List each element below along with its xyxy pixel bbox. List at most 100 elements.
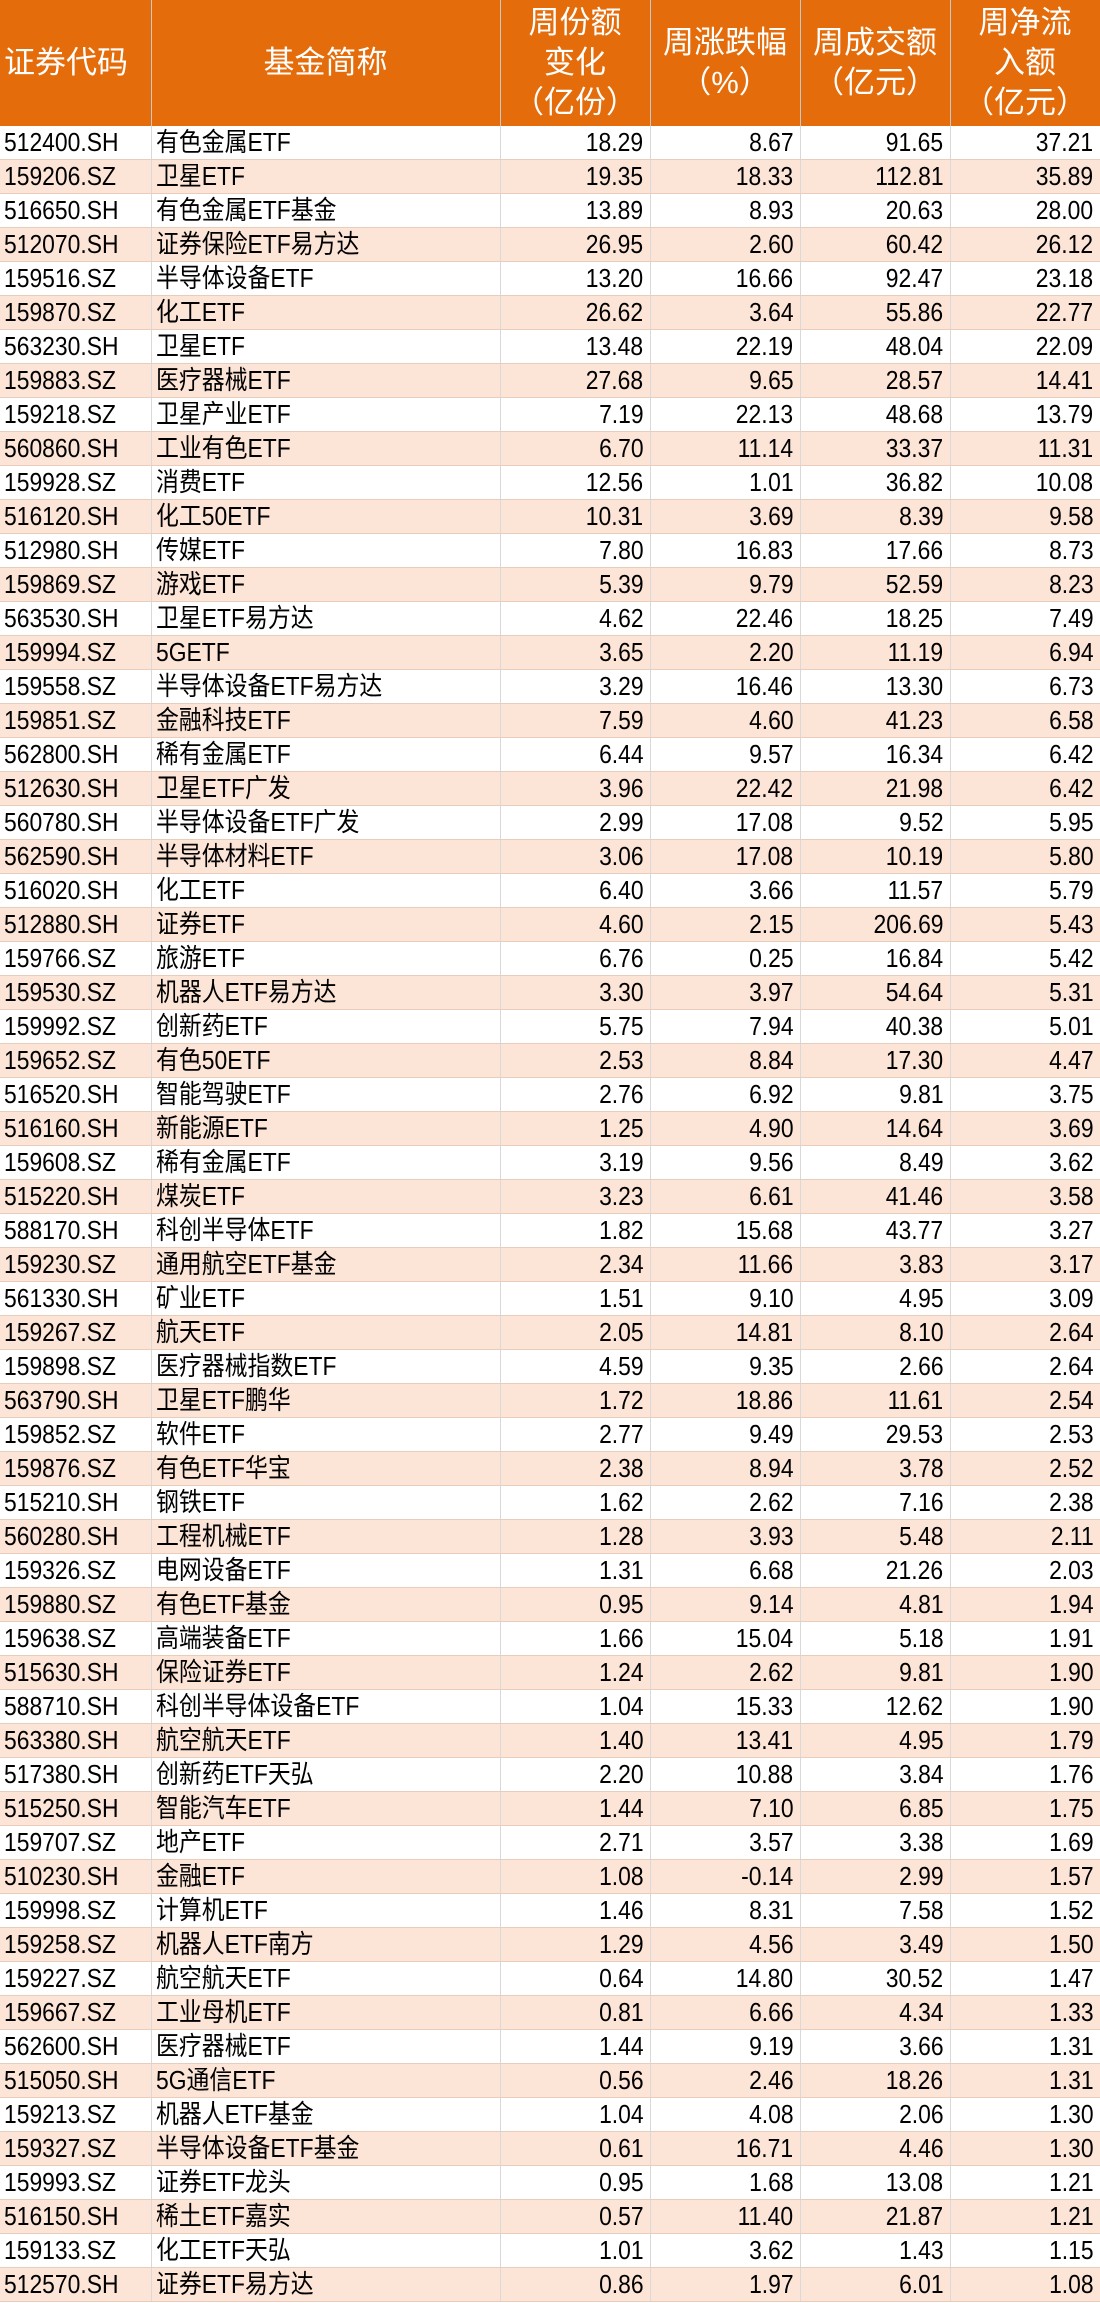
fund-name-text: 半导体设备ETF易方达 [155,671,382,701]
weekly-change-pct-text: 9.49 [748,1419,794,1449]
net-inflow-text: 2.64 [1048,1351,1094,1381]
cell-share-change: 0.95 [500,2165,651,2200]
cell-share-change: 1.51 [500,1281,651,1316]
cell-weekly-change-pct: 7.10 [650,1791,801,1826]
cell-fund-name: 地产ETF [151,1825,501,1860]
table-row: 562600.SH 医疗器械ETF 1.44 9.19 3.66 1.31 [0,2029,1100,2064]
share-change-text: 1.51 [598,1283,644,1313]
cell-weekly-turnover: 18.25 [800,601,951,636]
cell-security-code: 159852.SZ [0,1417,152,1452]
cell-fund-name: 计算机ETF [151,1893,501,1928]
cell-security-code: 516520.SH [0,1077,152,1112]
cell-security-code: 159608.SZ [0,1145,152,1180]
cell-net-inflow: 8.23 [950,567,1100,602]
security-code-text: 563530.SH [4,603,119,633]
weekly-change-pct-text: 9.57 [748,739,794,769]
weekly-change-pct-text: 16.83 [736,535,794,565]
weekly-turnover-text: 33.37 [886,433,944,463]
share-change-text: 12.56 [586,467,644,497]
cell-fund-name: 化工50ETF [151,499,501,534]
cell-share-change: 0.57 [500,2199,651,2234]
security-code-text: 159516.SZ [4,263,116,293]
share-change-text: 1.08 [598,1861,644,1891]
weekly-turnover-text: 4.81 [898,1589,944,1619]
cell-share-change: 1.40 [500,1723,651,1758]
weekly-change-pct-text: 1.68 [748,2167,794,2197]
net-inflow-text: 37.21 [1036,127,1094,157]
weekly-change-pct-text: 9.65 [748,365,794,395]
cell-weekly-turnover: 48.04 [800,329,951,364]
weekly-change-pct-text: 6.92 [748,1079,794,1109]
cell-security-code: 560280.SH [0,1519,152,1554]
cell-share-change: 18.29 [500,126,651,160]
net-inflow-text: 10.08 [1036,467,1094,497]
fund-name-text: 科创半导体ETF [155,1215,314,1245]
security-code-text: 515220.SH [4,1181,119,1211]
cell-weekly-change-pct: 13.41 [650,1723,801,1758]
weekly-change-pct-text: 3.62 [748,2235,794,2265]
cell-share-change: 1.72 [500,1383,651,1418]
table-row: 516120.SH 化工50ETF 10.31 3.69 8.39 9.58 [0,499,1100,534]
cell-share-change: 1.25 [500,1111,651,1146]
cell-security-code: 159667.SZ [0,1995,152,2030]
weekly-turnover-text: 41.23 [886,705,944,735]
table-row: 159766.SZ 旅游ETF 6.76 0.25 16.84 5.42 [0,941,1100,976]
cell-net-inflow: 22.77 [950,295,1100,330]
fund-name-text: 航天ETF [155,1317,245,1347]
fund-name-text: 5G通信ETF [155,2065,276,2095]
net-inflow-text: 3.58 [1048,1181,1094,1211]
share-change-text: 4.60 [598,909,644,939]
cell-fund-name: 稀有金属ETF [151,1145,501,1180]
cell-fund-name: 机器人ETF易方达 [151,975,501,1010]
table-row: 588170.SH 科创半导体ETF 1.82 15.68 43.77 3.27 [0,1213,1100,1248]
share-change-text: 27.68 [586,365,644,395]
security-code-text: 515050.SH [4,2065,119,2095]
cell-fund-name: 半导体设备ETF易方达 [151,669,501,704]
table-row: 159227.SZ 航空航天ETF 0.64 14.80 30.52 1.47 [0,1961,1100,1996]
security-code-text: 515250.SH [4,1793,119,1823]
net-inflow-text: 1.75 [1048,1793,1094,1823]
fund-name-text: 卫星ETF易方达 [155,603,314,633]
cell-weekly-turnover: 48.68 [800,397,951,432]
cell-weekly-change-pct: 4.60 [650,703,801,738]
cell-share-change: 4.60 [500,907,651,942]
cell-fund-name: 电网设备ETF [151,1553,501,1588]
cell-weekly-turnover: 11.19 [800,635,951,670]
security-code-text: 159652.SZ [4,1045,116,1075]
weekly-change-pct-text: 9.79 [748,569,794,599]
cell-security-code: 159327.SZ [0,2131,152,2166]
weekly-turnover-text: 3.83 [898,1249,944,1279]
weekly-change-pct-text: 6.68 [748,1555,794,1585]
weekly-turnover-text: 3.66 [898,2031,944,2061]
fund-name-text: 医疗器械指数ETF [155,1351,336,1381]
table-row: 563380.SH 航空航天ETF 1.40 13.41 4.95 1.79 [0,1723,1100,1758]
security-code-text: 562590.SH [4,841,119,871]
cell-share-change: 2.34 [500,1247,651,1282]
table-row: 512630.SH 卫星ETF广发 3.96 22.42 21.98 6.42 [0,771,1100,806]
cell-share-change: 5.75 [500,1009,651,1044]
cell-weekly-change-pct: 4.90 [650,1111,801,1146]
net-inflow-text: 5.95 [1048,807,1094,837]
cell-share-change: 7.80 [500,533,651,568]
cell-security-code: 159213.SZ [0,2097,152,2132]
cell-weekly-change-pct: 22.46 [650,601,801,636]
net-inflow-text: 1.52 [1048,1895,1094,1925]
fund-name-text: 地产ETF [155,1827,245,1857]
share-change-text: 7.59 [598,705,644,735]
security-code-text: 159230.SZ [4,1249,116,1279]
cell-weekly-change-pct: 9.14 [650,1587,801,1622]
cell-net-inflow: 1.79 [950,1723,1100,1758]
table-row: 159928.SZ 消费ETF 12.56 1.01 36.82 10.08 [0,465,1100,500]
cell-net-inflow: 1.31 [950,2029,1100,2064]
weekly-change-pct-text: 15.33 [736,1691,794,1721]
share-change-text: 1.46 [598,1895,644,1925]
share-change-text: 1.66 [598,1623,644,1653]
weekly-change-pct-text: 2.15 [748,909,794,939]
net-inflow-text: 3.17 [1048,1249,1094,1279]
cell-fund-name: 有色ETF华宝 [151,1451,501,1486]
cell-fund-name: 高端装备ETF [151,1621,501,1656]
security-code-text: 159227.SZ [4,1963,116,1993]
cell-share-change: 3.65 [500,635,651,670]
share-change-text: 0.64 [598,1963,644,1993]
weekly-turnover-text: 16.34 [886,739,944,769]
